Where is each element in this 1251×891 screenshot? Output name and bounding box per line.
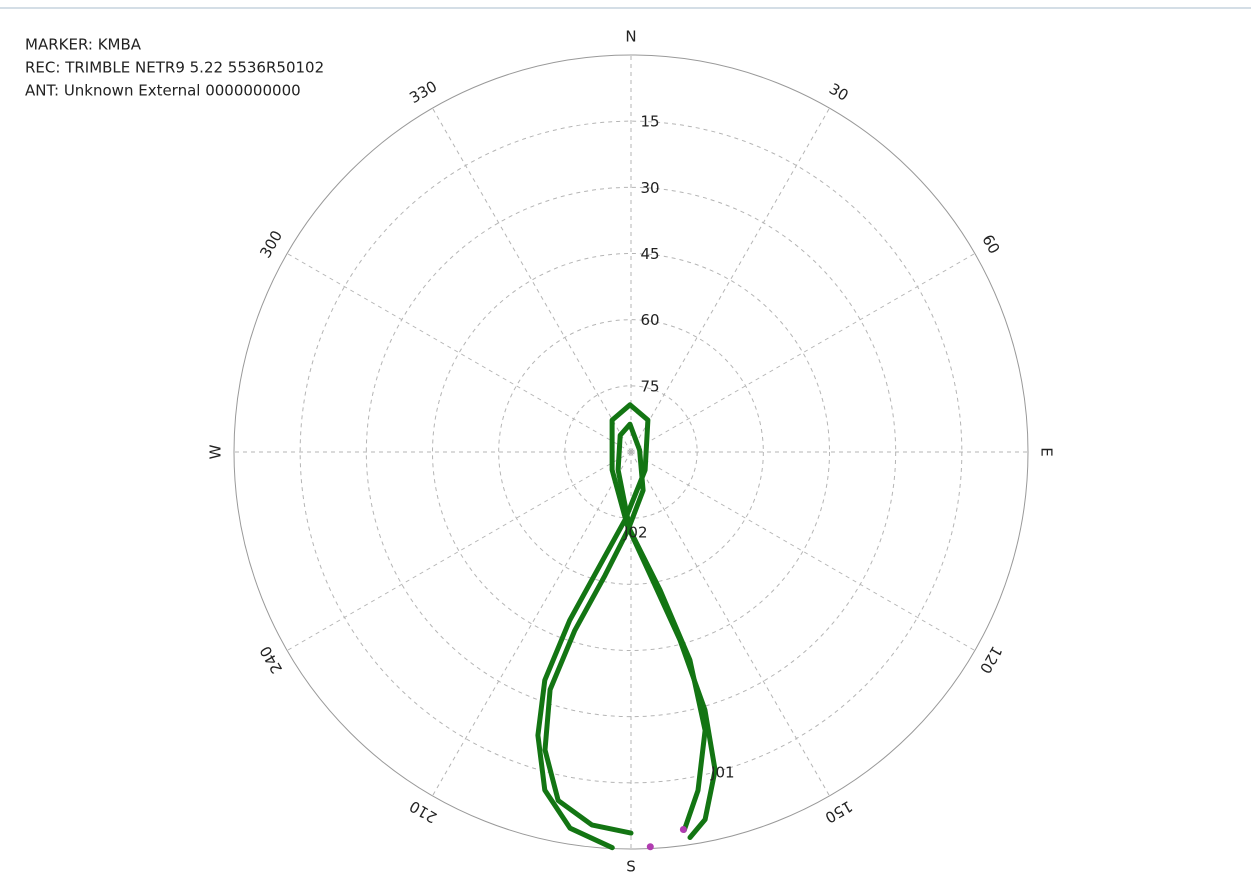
satellite-point: [646, 843, 654, 851]
elevation-label: 75: [640, 377, 659, 395]
azimuth-label: 30: [826, 80, 852, 105]
grid-ring: [432, 253, 830, 651]
grid-ring: [498, 319, 764, 585]
info-line: ANT: Unknown External 0000000000: [25, 82, 301, 100]
azimuth-label: 120: [976, 643, 1006, 677]
info-line: REC: TRIMBLE NETR9 5.22 5536R50102: [25, 59, 324, 77]
azimuth-label: 300: [256, 227, 286, 261]
grid-spoke: [432, 107, 632, 453]
elevation-label: 30: [640, 179, 659, 197]
track-label: J01: [710, 764, 735, 782]
grid-spoke: [432, 451, 632, 797]
outer-circle: [233, 54, 1029, 850]
elevation-label: 45: [640, 245, 659, 263]
elevation-label: 15: [640, 113, 659, 131]
satellite-track: [535, 402, 718, 851]
azimuth-label: S: [626, 858, 636, 876]
grid-spoke: [630, 451, 976, 651]
azimuth-label: N: [625, 28, 636, 46]
azimuth-label: 210: [406, 797, 440, 827]
grid-spoke: [630, 253, 976, 453]
grid-spoke: [630, 451, 830, 797]
track-label: J02: [623, 524, 648, 542]
azimuth-label: 150: [822, 797, 856, 827]
azimuth-label: 330: [406, 77, 440, 107]
info-line: MARKER: KMBA: [25, 36, 142, 54]
satellite-point: [679, 826, 687, 834]
azimuth-label: 240: [256, 643, 286, 677]
satellite-track: [542, 421, 708, 836]
azimuth-label: W: [207, 444, 225, 459]
elevation-label: 60: [640, 311, 659, 329]
azimuth-label: E: [1038, 447, 1056, 456]
grid-spoke: [286, 451, 632, 651]
azimuth-label: 60: [978, 231, 1003, 257]
grid-spoke: [630, 107, 830, 453]
grid-spoke: [286, 253, 632, 453]
